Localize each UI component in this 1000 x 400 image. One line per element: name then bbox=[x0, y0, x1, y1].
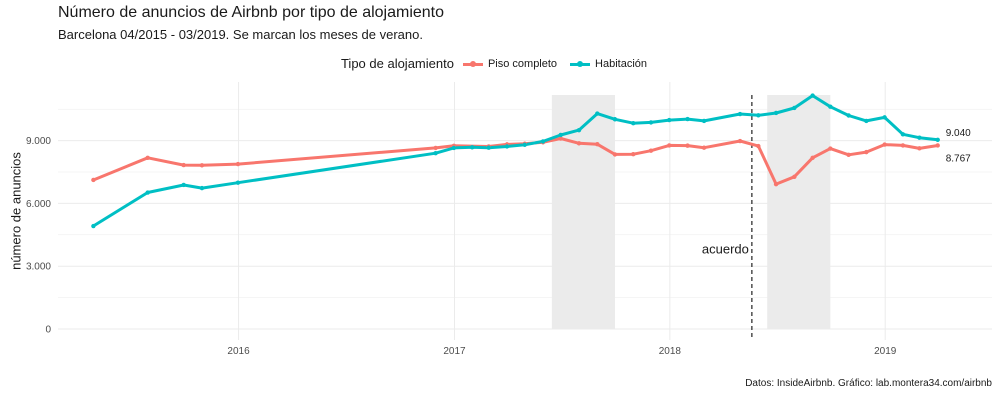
data-point bbox=[612, 152, 618, 157]
legend-item-habitacion: Habitación bbox=[569, 58, 647, 70]
end-value-label: 8.767 bbox=[946, 153, 971, 164]
chart-title: Número de anuncios de Airbnb por tipo de… bbox=[58, 4, 445, 21]
data-point bbox=[828, 146, 833, 151]
data-point bbox=[685, 116, 690, 122]
legend-label-habitacion: Habitación bbox=[595, 57, 648, 70]
axis-labels: 8.767 9.040 0 3.000 6.000 9.000 2016 2017 2018 20… bbox=[26, 128, 971, 357]
data-point bbox=[773, 110, 779, 116]
annotation-label: acuerdo bbox=[702, 241, 749, 256]
data-point bbox=[199, 163, 205, 168]
data-point bbox=[756, 143, 761, 149]
data-point bbox=[667, 117, 672, 123]
data-point bbox=[91, 223, 96, 229]
data-point bbox=[540, 139, 546, 144]
data-point bbox=[701, 118, 707, 124]
end-value-label: 9.040 bbox=[946, 128, 971, 139]
legend-key-piso-completo bbox=[462, 59, 484, 69]
data-point bbox=[91, 177, 96, 183]
data-point bbox=[648, 148, 654, 153]
chart-subtitle: Barcelona 04/2015 - 03/2019. Se marcan l… bbox=[58, 27, 423, 42]
data-point bbox=[935, 137, 940, 142]
data-point bbox=[756, 113, 761, 118]
y-tick-label: 0 bbox=[45, 325, 51, 336]
summer-band bbox=[767, 95, 831, 329]
data-point bbox=[576, 141, 582, 146]
data-point bbox=[792, 105, 797, 111]
data-point bbox=[631, 152, 636, 157]
data-point bbox=[181, 162, 186, 168]
data-point bbox=[846, 152, 851, 158]
y-tick-label: 6.000 bbox=[26, 199, 51, 210]
data-point bbox=[433, 145, 438, 151]
data-point bbox=[810, 93, 815, 98]
data-point bbox=[882, 142, 887, 147]
data-point bbox=[882, 115, 887, 120]
summer-bands bbox=[551, 95, 831, 329]
data-point bbox=[631, 121, 636, 126]
legend: Tipo de alojamiento Piso completo Habita… bbox=[0, 56, 1000, 71]
data-point bbox=[917, 135, 922, 140]
data-point bbox=[595, 141, 600, 147]
data-point bbox=[612, 117, 618, 122]
series-points bbox=[91, 93, 940, 229]
data-point bbox=[469, 145, 475, 150]
data-point bbox=[828, 104, 833, 109]
legend-label-piso-completo: Piso completo bbox=[487, 57, 558, 70]
legend-title: Tipo de alojamiento bbox=[340, 56, 454, 71]
data-point bbox=[900, 132, 906, 137]
data-point bbox=[504, 144, 510, 149]
data-point bbox=[433, 150, 438, 156]
y-tick-label: 3.000 bbox=[26, 262, 51, 273]
legend-key-dot bbox=[577, 60, 584, 67]
data-point bbox=[864, 118, 869, 124]
data-point bbox=[576, 127, 582, 133]
data-point bbox=[667, 143, 672, 148]
data-point bbox=[792, 174, 797, 180]
data-point bbox=[900, 143, 906, 148]
data-point bbox=[145, 190, 150, 195]
x-tick-label: 2017 bbox=[443, 346, 466, 357]
y-tick-label: 9.000 bbox=[26, 136, 51, 147]
legend-key-dot bbox=[469, 60, 476, 67]
x-tick-label: 2018 bbox=[659, 346, 682, 357]
data-point bbox=[522, 142, 527, 147]
data-point bbox=[773, 181, 779, 187]
data-point bbox=[558, 132, 563, 138]
data-point bbox=[595, 111, 600, 116]
data-point bbox=[685, 143, 690, 148]
x-tick-label: 2016 bbox=[227, 346, 250, 357]
data-point bbox=[451, 145, 457, 151]
legend-key-habitacion bbox=[569, 59, 591, 69]
data-point bbox=[917, 146, 922, 151]
data-point bbox=[648, 120, 654, 125]
annotation: acuerdo bbox=[702, 95, 753, 339]
data-point bbox=[935, 143, 940, 148]
data-point bbox=[199, 185, 205, 191]
data-point bbox=[235, 161, 241, 167]
data-point bbox=[864, 149, 869, 155]
data-point bbox=[701, 145, 707, 150]
data-point bbox=[145, 155, 150, 160]
data-point bbox=[558, 136, 563, 141]
legend-item-piso-completo: Piso completo bbox=[462, 58, 557, 70]
grid-lines bbox=[58, 82, 992, 340]
data-point bbox=[181, 182, 186, 188]
data-point bbox=[846, 113, 851, 118]
series-line bbox=[91, 137, 940, 186]
data-point bbox=[810, 155, 815, 160]
chart-caption: Datos: InsideAirbnb. Gráfico: lab.monter… bbox=[745, 378, 992, 389]
data-point bbox=[235, 180, 241, 185]
data-point bbox=[486, 145, 491, 150]
summer-band bbox=[551, 95, 615, 329]
data-point bbox=[737, 111, 743, 117]
data-point bbox=[737, 138, 743, 144]
x-tick-label: 2019 bbox=[874, 346, 897, 357]
